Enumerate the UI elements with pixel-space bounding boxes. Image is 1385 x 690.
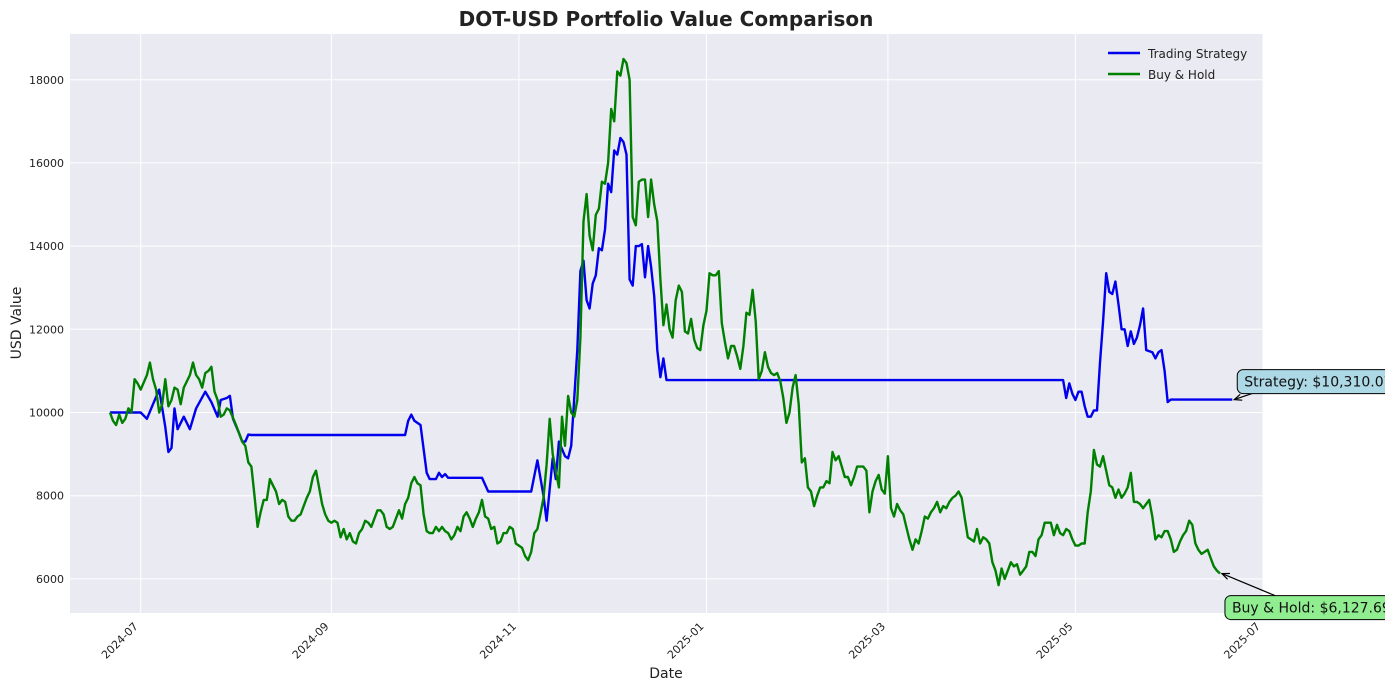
annotation-buy-hold-box [1224, 595, 1385, 621]
y-axis-label: USD Value [9, 287, 25, 360]
annotations-layer: Strategy: $10,310.07 Buy & Hold: $6,127.6… [1220, 369, 1385, 621]
y-tick-label: 8000 [36, 490, 64, 503]
x-axis-label: Date [649, 666, 682, 682]
annotation-strategy-arrowhead [1232, 393, 1243, 401]
legend: Trading Strategy Buy & Hold [1108, 47, 1247, 82]
legend-label-trading-strategy: Trading Strategy [1147, 47, 1247, 61]
y-tick-label: 14000 [29, 240, 64, 253]
y-tick-label: 10000 [29, 407, 64, 420]
annotation-buy-hold-text: Buy & Hold: $6,127.69 [1232, 601, 1385, 617]
annotation-buy-hold-arrowhead [1220, 572, 1230, 580]
annotation-strategy-text: Strategy: $10,310.07 [1244, 375, 1385, 391]
y-tick-label: 6000 [36, 573, 64, 586]
annotation-buy-hold-arrow [1221, 573, 1276, 597]
series-line-buy-hold [108, 57, 1221, 587]
gridlines [70, 34, 1264, 613]
y-tick-label: 18000 [29, 74, 64, 87]
chart-title: DOT-USD Portfolio Value Comparison [459, 7, 874, 31]
y-tick-label: 16000 [29, 157, 64, 170]
legend-label-buy-hold: Buy & Hold [1148, 68, 1215, 82]
plot-area [70, 34, 1263, 613]
y-tick-label: 12000 [29, 323, 64, 336]
y-axis-ticks: 6000 8000 10000 12000 14000 16000 18000 [29, 74, 64, 586]
series-layer [108, 57, 1233, 587]
annotation-strategy-box [1236, 369, 1385, 395]
